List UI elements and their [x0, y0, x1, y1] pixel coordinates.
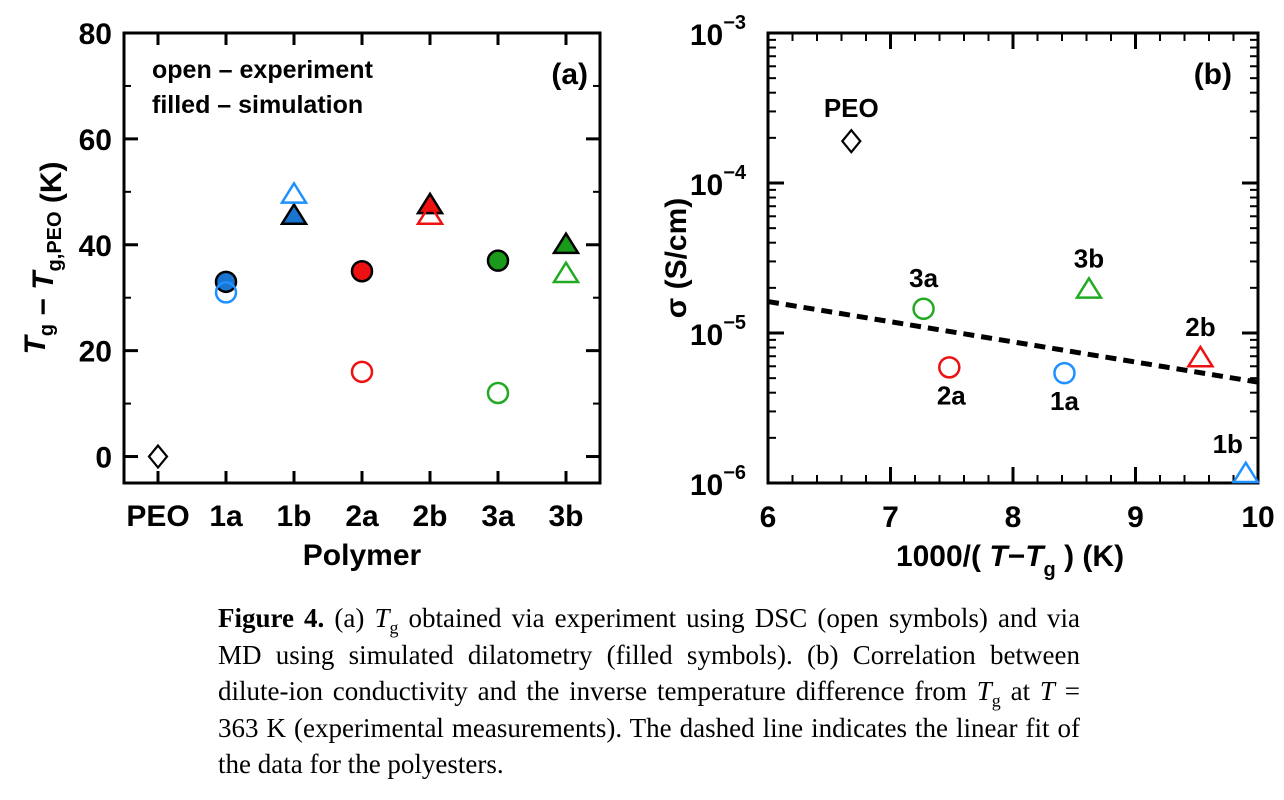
data-point-2b [415, 202, 445, 225]
data-point-3b [1074, 275, 1104, 299]
data-point-2a [938, 356, 961, 379]
x-tick-label: PEO [126, 500, 189, 533]
point-label-2b: 2b [1185, 312, 1215, 342]
y-tick-exp: −6 [723, 462, 746, 484]
figure-caption: Figure 4. (a) Tg obtained via experiment… [218, 600, 1080, 783]
legend-line-open: open – experiment [152, 56, 374, 84]
y-tick-label: 0 [95, 442, 112, 475]
x-tick-label: 7 [882, 501, 899, 534]
x-axis-label-part: g [1044, 559, 1056, 581]
x-tick-label: 8 [1005, 501, 1022, 534]
y-axis-label-part: g [36, 324, 58, 336]
x-tick-label: 6 [760, 501, 777, 534]
x-tick-label: 3a [481, 500, 515, 533]
x-axis-label-part: 1000/( [896, 540, 989, 573]
x-axis-label-part: T [1025, 540, 1046, 573]
data-point-PEO [147, 443, 169, 470]
panel-a-chart: 0 20 40 60 80 PEO 1a 1b 2a 2b 3a 3b Polymer Tg − Tg,P… [19, 18, 602, 572]
data-point-1b [279, 180, 309, 204]
caption-var-t: T [976, 676, 992, 706]
point-label-1b: 1b [1213, 429, 1243, 459]
caption-text-2: obtained via experiment using DSC (open … [218, 603, 1081, 706]
x-tick-label: 3b [548, 500, 583, 533]
x-axis-label: 1000/( T−Tg ) (K) [896, 540, 1124, 581]
point-label-1a: 1a [1050, 386, 1079, 416]
fit-line [767, 299, 1259, 385]
x-tick-label: 10 [1241, 501, 1274, 534]
point-label-2a: 2a [937, 380, 966, 410]
data-point-2b [1186, 344, 1215, 368]
data-point-1a [214, 281, 238, 304]
y-tick-exp: −3 [723, 12, 746, 34]
y-tick-base: 10 [690, 319, 723, 352]
y-tick-base: 10 [690, 19, 723, 52]
caption-var-t: T [374, 603, 390, 633]
data-point-3a [912, 297, 935, 321]
x-tick-label: 2b [412, 500, 447, 533]
data-point-PEO [840, 128, 862, 154]
point-label-3b: 3b [1074, 243, 1104, 273]
caption-sub-g: g [991, 690, 1001, 711]
y-tick-label: 60 [79, 124, 112, 157]
x-tick-label: 1b [276, 500, 311, 533]
x-axis-label-part: T [989, 540, 1010, 573]
caption-text-1: (a) [324, 603, 375, 633]
point-label-3a: 3a [909, 263, 938, 293]
data-point-1a [1053, 361, 1076, 385]
x-tick-label: 2a [345, 500, 379, 533]
panel-label-a: (a) [551, 58, 588, 91]
y-tick-label: 10−3 [690, 12, 746, 52]
x-axis-label: Polymer [303, 539, 422, 572]
y-axis-label-part: − [27, 290, 60, 324]
caption-text-4: = 363 K (experimental measurements). The… [218, 676, 1080, 779]
y-tick-label: 10−4 [690, 162, 747, 202]
y-tick-label: 10−5 [690, 312, 746, 352]
caption-label: Figure 4. [218, 603, 325, 633]
y-axis-label: σ (S/cm) [660, 198, 693, 319]
y-tick-base: 10 [690, 469, 723, 502]
data-point-2a [350, 360, 374, 384]
y-tick-exp: −4 [723, 162, 747, 184]
point-label-PEO: PEO [824, 93, 879, 123]
y-tick-label: 80 [79, 18, 112, 51]
data-point-2a [350, 259, 374, 283]
caption-text-3: at [1000, 676, 1040, 706]
y-axis-label-part: T [19, 334, 52, 355]
caption-sub-g: g [389, 617, 399, 638]
data-point-3b [551, 260, 581, 284]
x-tick-label: 1a [209, 500, 243, 533]
y-tick-base: 10 [690, 169, 723, 202]
figure: 0 20 40 60 80 PEO 1a 1b 2a 2b 3a 3b Polymer Tg − Tg,P… [19, 12, 1275, 581]
data-point-3a [486, 381, 510, 405]
y-tick-label: 10−6 [690, 462, 746, 502]
x-tick-label: 9 [1127, 501, 1144, 534]
data-point-1b [279, 202, 309, 225]
panel-label-b: (b) [1194, 58, 1232, 91]
y-tick-label: 20 [79, 336, 112, 369]
y-axis-label-part: T [27, 269, 60, 290]
legend-line-filled: filled – simulation [152, 91, 363, 119]
y-tick-exp: −5 [723, 312, 746, 334]
y-axis-label-part: (K) [35, 161, 68, 211]
x-axis-label-part: − [1008, 540, 1026, 573]
y-axis-label: Tg − Tg,PEO (K) [19, 161, 68, 354]
data-point-1b [1231, 460, 1261, 484]
y-axis-label-part: g,PEO [44, 211, 66, 271]
data-point-3a [486, 249, 510, 272]
data-point-3b [551, 231, 581, 255]
caption-var-t: T [1039, 676, 1055, 706]
x-axis-label-part: ) (K) [1056, 540, 1124, 573]
y-tick-label: 40 [79, 230, 112, 263]
